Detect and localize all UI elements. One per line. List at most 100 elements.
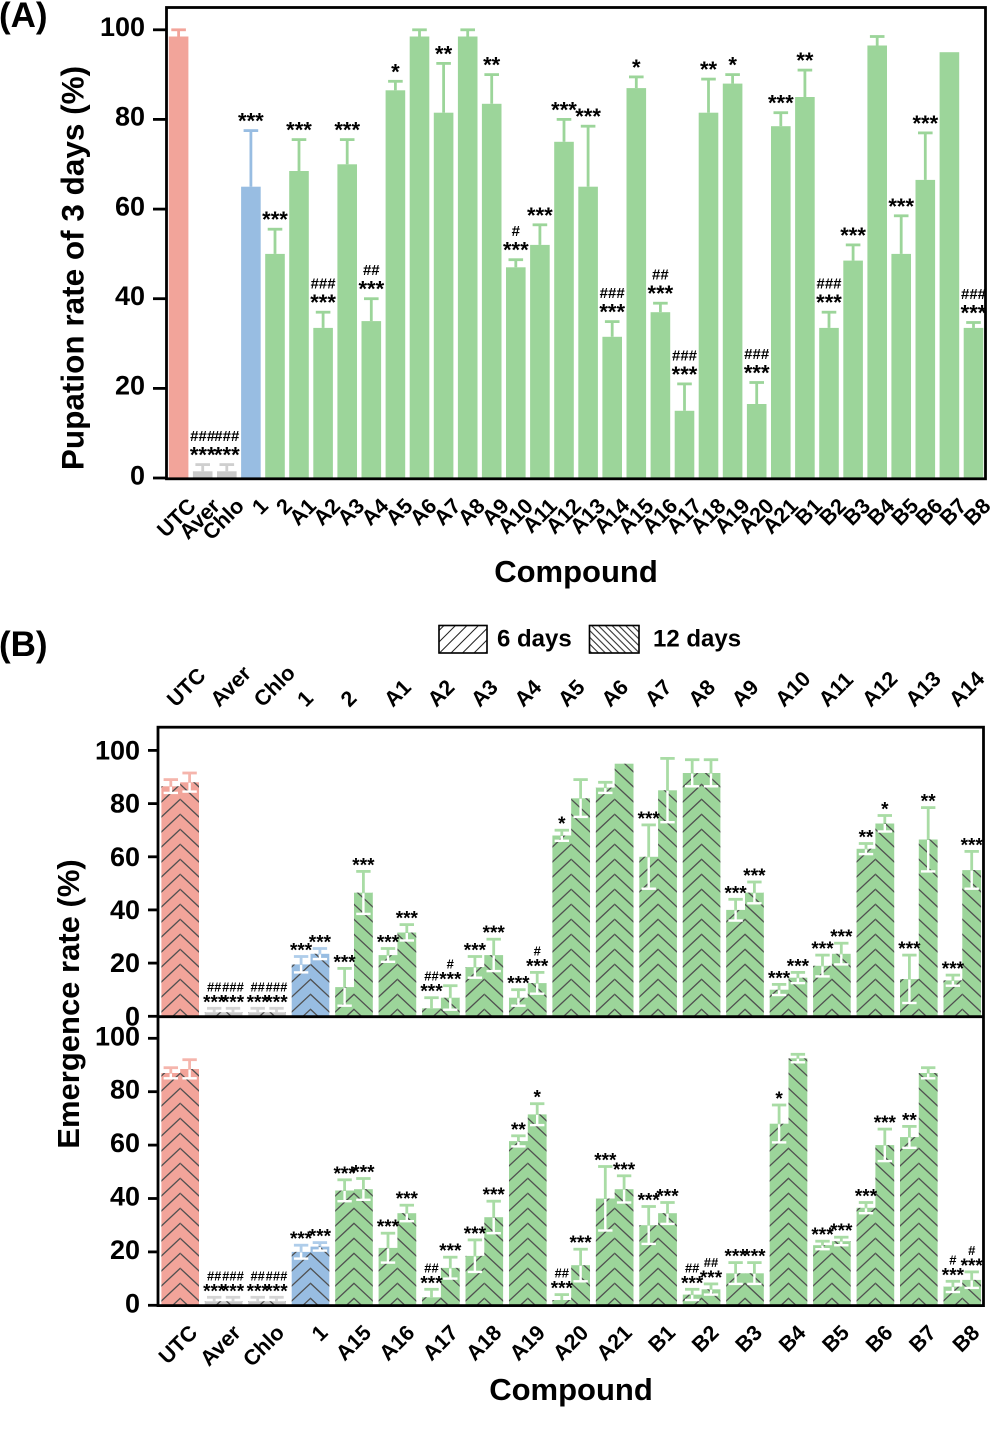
svg-text:***: *** bbox=[613, 1160, 636, 1181]
svg-text:***: *** bbox=[743, 1247, 766, 1268]
svg-text:***: *** bbox=[309, 1227, 332, 1248]
svg-text:***: *** bbox=[575, 104, 601, 129]
svg-text:**: ** bbox=[483, 53, 501, 78]
svg-text:**: ** bbox=[921, 792, 936, 813]
svg-text:***: *** bbox=[334, 1164, 357, 1185]
svg-text:***: *** bbox=[672, 362, 698, 387]
svg-text:***: *** bbox=[526, 956, 549, 977]
svg-text:###: ### bbox=[961, 286, 987, 303]
svg-text:***: *** bbox=[286, 118, 312, 143]
svg-text:***: *** bbox=[898, 939, 921, 960]
svg-text:***: *** bbox=[439, 1241, 462, 1262]
svg-text:**: ** bbox=[902, 1110, 917, 1131]
svg-text:###: ### bbox=[190, 428, 216, 445]
svg-text:##: ## bbox=[250, 1268, 265, 1283]
svg-text:***: *** bbox=[961, 301, 987, 326]
svg-text:***: *** bbox=[396, 909, 419, 930]
svg-text:40: 40 bbox=[110, 1182, 140, 1212]
svg-text:###: ### bbox=[222, 979, 244, 994]
svg-text:##: ## bbox=[555, 1266, 570, 1281]
svg-text:***: *** bbox=[912, 111, 938, 136]
svg-text:*: * bbox=[533, 1088, 541, 1109]
svg-text:***: *** bbox=[551, 97, 577, 122]
svg-text:#: # bbox=[447, 957, 455, 972]
svg-text:***: *** bbox=[420, 982, 443, 1003]
svg-text:***: *** bbox=[334, 952, 357, 973]
svg-text:***: *** bbox=[247, 992, 270, 1013]
svg-text:*: * bbox=[632, 55, 641, 80]
svg-text:***: *** bbox=[247, 1281, 270, 1302]
svg-text:***: *** bbox=[551, 1279, 574, 1300]
svg-text:80: 80 bbox=[110, 1075, 140, 1105]
svg-text:**: ** bbox=[796, 48, 814, 73]
svg-text:100: 100 bbox=[100, 12, 145, 42]
svg-text:##: ## bbox=[207, 979, 222, 994]
svg-text:##: ## bbox=[207, 1268, 222, 1283]
svg-text:***: *** bbox=[638, 809, 661, 830]
svg-text:0: 0 bbox=[130, 460, 145, 490]
svg-text:#: # bbox=[512, 223, 521, 240]
svg-text:100: 100 bbox=[95, 735, 140, 765]
svg-text:***: *** bbox=[594, 1151, 617, 1172]
svg-text:##: ## bbox=[652, 267, 669, 284]
svg-text:###: ### bbox=[222, 1268, 244, 1283]
svg-text:***: *** bbox=[961, 835, 984, 856]
svg-text:40: 40 bbox=[110, 895, 140, 925]
svg-text:***: *** bbox=[811, 1225, 834, 1246]
svg-text:***: *** bbox=[638, 1191, 661, 1212]
svg-text:***: *** bbox=[700, 1268, 723, 1289]
svg-text:***: *** bbox=[222, 1281, 245, 1302]
svg-text:**: ** bbox=[435, 41, 453, 66]
svg-text:0: 0 bbox=[125, 1001, 140, 1031]
svg-text:80: 80 bbox=[115, 102, 145, 132]
svg-text:##: ## bbox=[250, 979, 265, 994]
svg-text:***: *** bbox=[830, 1221, 853, 1242]
svg-text:***: *** bbox=[310, 290, 336, 315]
svg-text:***: *** bbox=[214, 443, 240, 468]
svg-text:***: *** bbox=[942, 1265, 965, 1286]
svg-text:**: ** bbox=[859, 828, 874, 849]
svg-text:***: *** bbox=[768, 91, 794, 116]
svg-text:###: ### bbox=[214, 428, 240, 445]
svg-text:***: *** bbox=[222, 992, 245, 1013]
svg-text:***: *** bbox=[942, 959, 965, 980]
svg-text:***: *** bbox=[464, 941, 487, 962]
svg-text:##: ## bbox=[424, 969, 439, 984]
svg-text:***: *** bbox=[420, 1273, 443, 1294]
svg-text:###: ### bbox=[311, 276, 337, 293]
svg-text:***: *** bbox=[855, 1187, 878, 1208]
svg-text:*: * bbox=[881, 800, 889, 821]
svg-text:***: *** bbox=[527, 203, 553, 228]
svg-text:***: *** bbox=[874, 1113, 897, 1134]
svg-text:###: ### bbox=[744, 346, 770, 363]
svg-text:***: *** bbox=[830, 927, 853, 948]
svg-text:12 days: 12 days bbox=[653, 626, 741, 653]
svg-text:***: *** bbox=[352, 1163, 375, 1184]
svg-text:40: 40 bbox=[115, 281, 145, 311]
svg-text:***: *** bbox=[725, 1247, 748, 1268]
svg-text:***: *** bbox=[648, 281, 674, 306]
svg-text:80: 80 bbox=[110, 789, 140, 819]
svg-text:###: ### bbox=[816, 276, 842, 293]
svg-text:***: *** bbox=[599, 300, 625, 325]
svg-text:###: ### bbox=[672, 347, 698, 364]
svg-text:Emergence rate (%): Emergence rate (%) bbox=[51, 859, 86, 1148]
svg-text:***: *** bbox=[265, 1281, 288, 1302]
svg-text:*: * bbox=[728, 53, 737, 78]
svg-text:***: *** bbox=[203, 992, 226, 1013]
svg-text:***: *** bbox=[265, 992, 288, 1013]
svg-text:#: # bbox=[968, 1243, 976, 1258]
svg-text:20: 20 bbox=[115, 371, 145, 401]
svg-text:#: # bbox=[949, 1252, 957, 1267]
svg-text:6 days: 6 days bbox=[497, 626, 572, 653]
svg-text:***: *** bbox=[358, 277, 384, 302]
svg-text:***: *** bbox=[377, 933, 400, 954]
svg-text:##: ## bbox=[685, 1260, 700, 1275]
svg-text:***: *** bbox=[507, 974, 530, 995]
svg-text:***: *** bbox=[681, 1273, 704, 1294]
svg-text:***: *** bbox=[203, 1281, 226, 1302]
svg-text:Compound: Compound bbox=[489, 1372, 653, 1407]
svg-text:##: ## bbox=[363, 262, 380, 279]
svg-text:***: *** bbox=[840, 223, 866, 248]
svg-text:20: 20 bbox=[110, 1235, 140, 1265]
